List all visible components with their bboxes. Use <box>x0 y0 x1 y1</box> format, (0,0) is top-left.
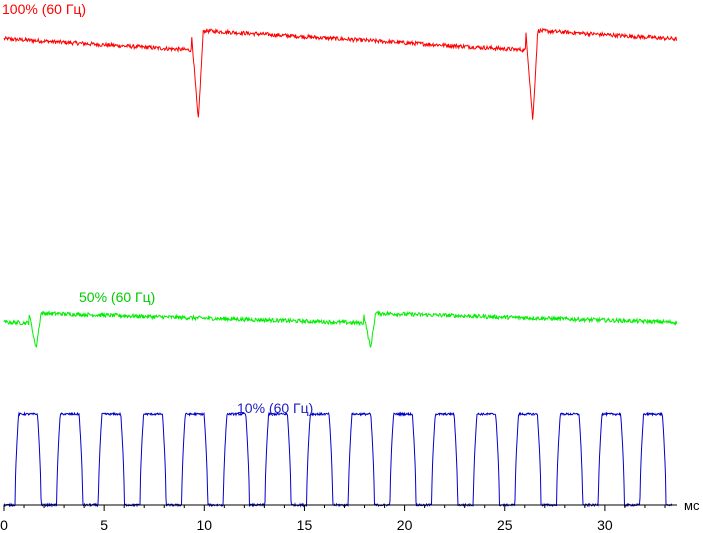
x-tick-label: 5 <box>100 517 108 533</box>
series-label-10-percent: 10% (60 Гц) <box>237 400 313 416</box>
series-label-100-percent: 100% (60 Гц) <box>2 1 86 17</box>
x-axis-ticks: 0 5 10 15 20 25 30 <box>0 505 666 533</box>
series-label-50-percent: 50% (60 Гц) <box>79 289 155 305</box>
x-axis: 0 5 10 15 20 25 30 мс <box>0 498 700 533</box>
x-tick-label: 15 <box>297 517 313 533</box>
plot-area <box>3 27 678 508</box>
series-line-10-percent <box>3 411 673 508</box>
series-line-100-percent <box>3 27 678 120</box>
x-axis-unit-label: мс <box>684 498 700 513</box>
x-tick-label: 0 <box>0 517 8 533</box>
x-tick-label: 25 <box>497 517 513 533</box>
x-tick-label: 30 <box>597 517 613 533</box>
x-tick-label: 20 <box>397 517 413 533</box>
x-tick-label: 10 <box>197 517 213 533</box>
series-line-50-percent <box>3 309 678 348</box>
